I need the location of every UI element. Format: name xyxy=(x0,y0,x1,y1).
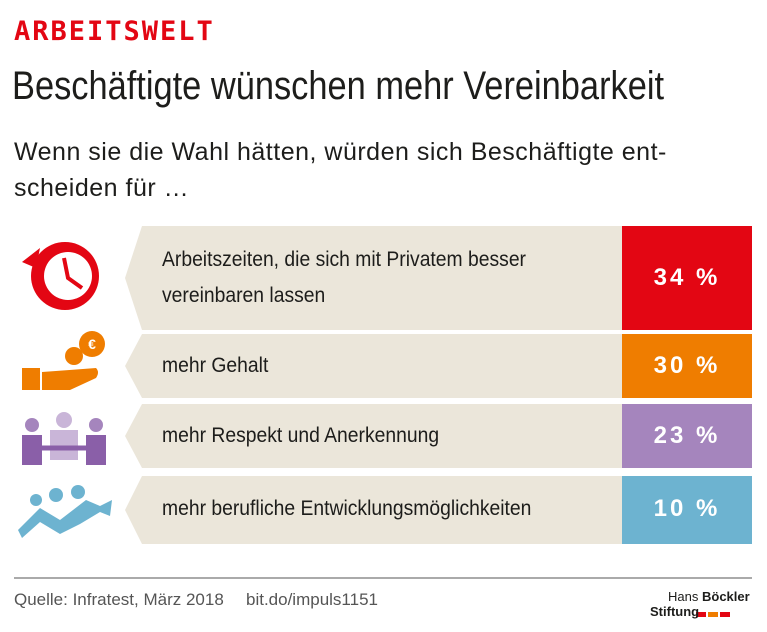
logo: Hans Böckler xyxy=(668,589,750,604)
row-value: 30 % xyxy=(653,352,721,379)
title: Beschäftigte wünschen mehr Vereinbarkeit xyxy=(12,64,665,108)
row-value: 10 % xyxy=(653,495,721,522)
subtitle: Wenn sie die Wahl hätten, würden sich Be… xyxy=(14,138,667,166)
row-label: mehr Respekt und Anerkennung xyxy=(162,424,440,447)
row-label: mehr Gehalt xyxy=(162,354,269,377)
link: bit.do/impuls1151 xyxy=(246,590,378,609)
logo-text: Hans xyxy=(668,589,699,604)
source: Quelle: Infratest, März 2018 xyxy=(14,590,224,609)
row-label: Arbeitszeiten, die sich mit Privatem bes… xyxy=(162,248,527,271)
svg-text:€: € xyxy=(88,336,96,352)
subtitle: scheiden für … xyxy=(14,174,190,202)
logo-text: Stiftung xyxy=(650,604,700,619)
row-value: 34 % xyxy=(653,264,721,291)
row-label: mehr berufliche Entwicklungsmöglichkeite… xyxy=(162,497,532,520)
row-value: 23 % xyxy=(653,422,721,449)
row-label: vereinbaren lassen xyxy=(162,284,326,307)
kicker: ARBEITSWELT xyxy=(14,16,215,47)
logo-text: Böckler xyxy=(701,589,750,604)
